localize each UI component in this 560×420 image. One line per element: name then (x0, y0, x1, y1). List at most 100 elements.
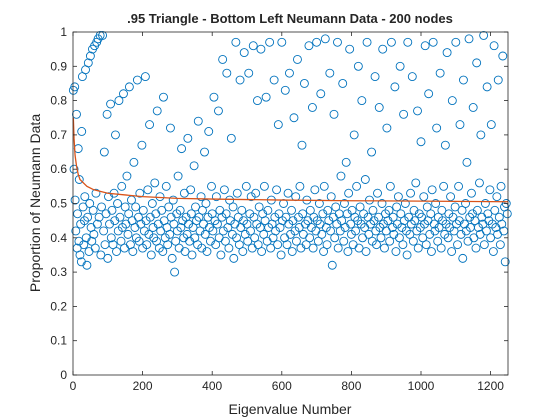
scatter-point (376, 233, 386, 243)
scatter-point (490, 205, 500, 215)
scatter-point (222, 68, 232, 78)
scatter-point (253, 240, 263, 250)
scatter-point (317, 229, 327, 239)
scatter-point (191, 202, 200, 212)
scatter-point (204, 223, 214, 232)
scatter-point (225, 195, 235, 205)
y-tick-label: 0.8 (50, 94, 67, 108)
scatter-point (401, 226, 411, 236)
scatter-point (198, 205, 207, 215)
x-axis-label: Eigenvalue Number (229, 401, 352, 417)
scatter-point (411, 178, 421, 188)
scatter-point (77, 127, 87, 136)
scatter-point (79, 240, 89, 250)
scatter-point (246, 226, 255, 236)
scatter-point (473, 223, 483, 232)
scatter-point (187, 250, 197, 260)
scatter-point (95, 30, 105, 40)
scatter-point (139, 226, 149, 236)
scatter-point (420, 219, 429, 229)
scatter-point (218, 54, 228, 64)
scatter-point (254, 202, 264, 212)
scatter-point (361, 247, 371, 256)
scatter-point (467, 188, 476, 198)
scatter-point (145, 120, 155, 130)
scatter-point (424, 89, 434, 99)
scatter-point (422, 202, 432, 212)
scatter-point (273, 240, 283, 250)
scatter-point (112, 247, 121, 256)
plot-area (73, 32, 508, 375)
scatter-point (184, 219, 193, 229)
scatter-point (372, 240, 381, 250)
scatter-point (441, 219, 451, 229)
scatter-point (234, 240, 244, 250)
x-tick-label: 400 (202, 379, 222, 393)
scatter-point (74, 236, 84, 246)
scatter-point (390, 82, 400, 92)
scatter-point (382, 123, 392, 133)
scatter-point (154, 243, 164, 253)
scatter-point (316, 89, 326, 99)
scatter-point (440, 229, 450, 239)
scatter-point (412, 226, 422, 236)
scatter-point (69, 164, 79, 174)
scatter-point (486, 233, 496, 243)
scatter-point (488, 247, 498, 256)
scatter-point (374, 212, 383, 222)
scatter-point (218, 226, 228, 236)
scatter-point (333, 37, 342, 47)
scatter-point (216, 250, 226, 260)
scatter-point (484, 216, 494, 226)
scatter-point (200, 229, 210, 239)
y-tick-label: 0.7 (50, 128, 67, 142)
scatter-point (428, 37, 438, 47)
scatter-point (442, 48, 452, 58)
scatter-point (324, 216, 334, 226)
scatter-point (403, 37, 413, 47)
scatter-point (357, 96, 367, 106)
scatter-point (319, 247, 329, 256)
scatter-point (459, 75, 468, 85)
scatter-point (246, 192, 256, 202)
scatter-point (438, 216, 448, 226)
scatter-point (242, 219, 252, 229)
scatter-point (493, 75, 503, 85)
scatter-point (169, 219, 179, 229)
scatter-point (122, 171, 132, 181)
scatter-point (343, 247, 353, 256)
scatter-point (165, 123, 175, 133)
scatter-point (283, 188, 293, 198)
scatter-point (200, 147, 209, 157)
scatter-point (388, 223, 397, 232)
scatter-point (207, 181, 216, 191)
scatter-point (370, 72, 380, 82)
scatter-point (228, 202, 238, 212)
scatter-point (486, 120, 496, 130)
scatter-point (496, 181, 506, 191)
scatter-point (439, 181, 449, 191)
scatter-point (399, 109, 409, 119)
scatter-point (373, 188, 382, 198)
scatter-point (483, 209, 493, 219)
scatter-point (256, 44, 266, 54)
scatter-point (410, 216, 420, 226)
scatter-point (114, 96, 124, 106)
scatter-point (188, 223, 198, 232)
scatter-point (266, 243, 276, 253)
scatter-point (468, 103, 478, 112)
scatter-point (225, 216, 235, 226)
scatter-point (305, 233, 315, 243)
scatter-point (221, 209, 231, 219)
scatter-point (310, 185, 320, 195)
y-tick-label: 0.2 (50, 299, 67, 313)
scatter-point (359, 209, 369, 219)
scatter-point (243, 236, 253, 246)
scatter-point (128, 247, 138, 256)
scatter-point (131, 202, 141, 212)
scatter-point (476, 130, 486, 140)
scatter-point (117, 223, 127, 232)
scatter-point (282, 240, 292, 250)
scatter-point (421, 240, 431, 250)
x-tick-label: 200 (133, 379, 153, 393)
